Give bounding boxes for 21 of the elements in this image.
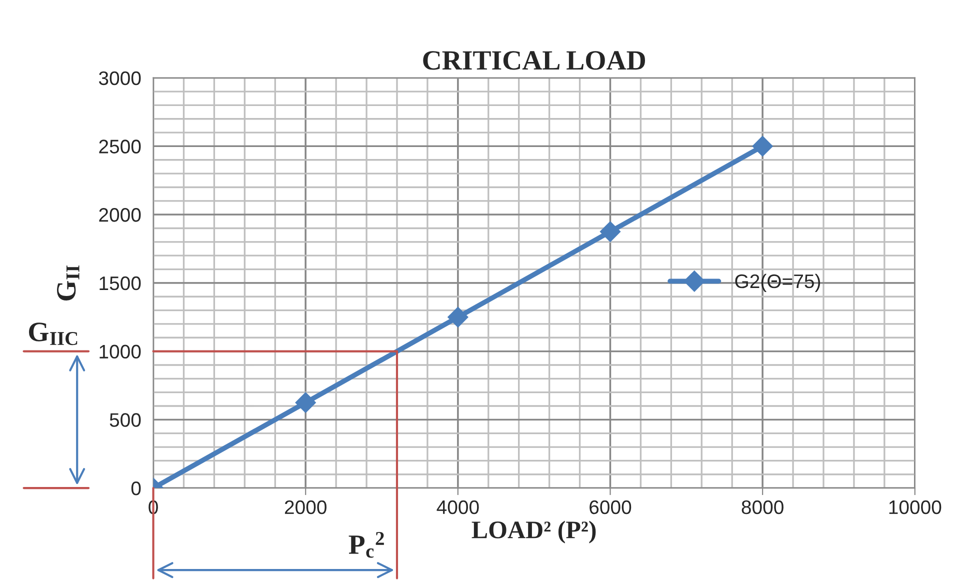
point [600, 221, 621, 242]
chart-title: CRITICAL LOAD [423, 51, 646, 70]
x-tick-label: 2000 [284, 500, 326, 514]
x-tick-label: 8000 [742, 500, 784, 514]
point [295, 392, 316, 413]
y-tick-label: 2500 [99, 140, 141, 154]
y-tick-label: 500 [110, 413, 141, 427]
point [752, 136, 773, 157]
ref-line-label: P$_{c}$$^{2}$ [348, 532, 384, 558]
ref-line-label: G$_{IIC}$ [28, 322, 78, 346]
y-axis-title: G$_{II}$ [57, 266, 80, 300]
x-tick-label: 4000 [436, 500, 479, 514]
point [448, 306, 468, 328]
y-tick-label: 1000 [100, 344, 141, 359]
x-tick-label: 10000 [889, 500, 942, 514]
x-axis-title: LOAD² (P²) [472, 520, 596, 544]
x-tick-label: 6000 [590, 500, 632, 514]
y-tick-label: 0 [131, 482, 141, 496]
y-tick-label: 3000 [98, 71, 141, 86]
y-tick-label: 2000 [99, 208, 141, 222]
y-tick-label: 1500 [100, 276, 141, 290]
